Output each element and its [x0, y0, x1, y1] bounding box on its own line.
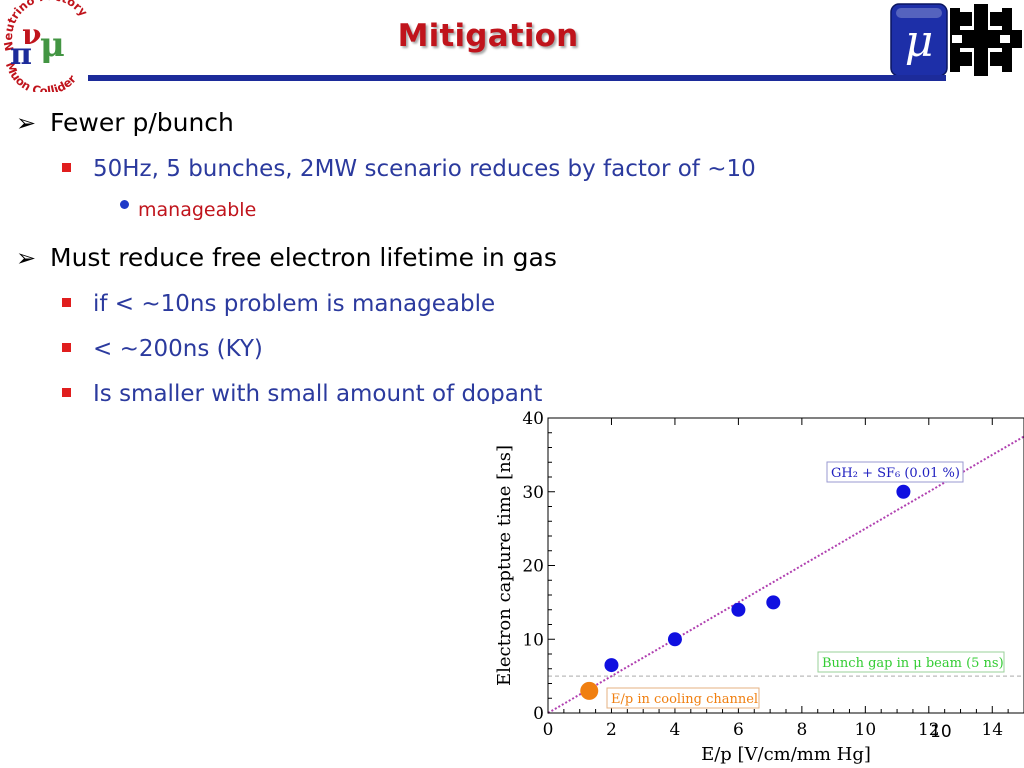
- gh2-data-point: [604, 658, 619, 673]
- bullet-level2-200ns: < ~200ns (KY): [62, 336, 263, 362]
- bullet-text: Is smaller with small amount of dopant: [93, 381, 543, 407]
- page-number: 10: [930, 722, 952, 742]
- plot-frame: [547, 417, 1024, 714]
- title-underline: [88, 75, 946, 81]
- dot-bullet-icon: [120, 199, 129, 209]
- bunch-gap-label-box: Bunch gap in μ beam (5 ns): [817, 651, 1005, 673]
- bullet-level1-reduce-lifetime: ➢ Must reduce free electron lifetime in …: [16, 243, 557, 272]
- x-tick-label: 12: [918, 720, 940, 740]
- bullet-level2-if-10ns: if < ~10ns problem is manageable: [62, 291, 495, 317]
- fermilab-icon: [950, 4, 1022, 76]
- logo-mu-glyph: μ: [40, 25, 65, 65]
- bullet-level3-manageable: manageable: [120, 199, 256, 221]
- mu-symbol: μ: [905, 16, 934, 67]
- y-tick-label: 20: [522, 557, 544, 577]
- gh2-data-point: [731, 602, 746, 617]
- bullet-level2-scenario: 50Hz, 5 bunches, 2MW scenario reduces by…: [62, 156, 756, 182]
- gh2-label: GH₂ + SF₆ (0.01 %): [831, 466, 960, 481]
- logo-nu-glyph: ν: [22, 18, 41, 51]
- bullet-text: Must reduce free electron lifetime in ga…: [50, 243, 557, 272]
- neutrino-factory-logo: Neutrino Factory Muon Collider ν μ π: [1, 0, 91, 92]
- square-bullet-icon: [62, 342, 71, 352]
- cooling-channel-label: E/p in cooling channel: [611, 692, 758, 707]
- x-tick-label: 2: [606, 720, 617, 740]
- y-tick-label: 30: [522, 483, 544, 503]
- bullet-text: manageable: [138, 199, 257, 221]
- bunch-gap-label: Bunch gap in μ beam (5 ns): [822, 656, 1004, 671]
- x-tick-label: 0: [543, 720, 554, 740]
- logo-pi-glyph: π: [10, 37, 32, 72]
- square-bullet-icon: [62, 162, 71, 172]
- square-bullet-icon: [62, 387, 71, 397]
- muon-fermilab-logo: μ: [890, 3, 1022, 77]
- bullet-text: 50Hz, 5 bunches, 2MW scenario reduces by…: [93, 156, 756, 182]
- gh2-data-point: [667, 632, 682, 647]
- cooling-channel-point: [580, 681, 599, 700]
- x-tick-label: 4: [670, 720, 681, 740]
- bullet-level2-dopant: Is smaller with small amount of dopant: [62, 381, 542, 407]
- bullet-text: if < ~10ns problem is manageable: [93, 291, 496, 317]
- y-tick-label: 0: [533, 704, 544, 724]
- gh2-data-point: [766, 595, 781, 610]
- arrow-bullet-icon: ➢: [16, 108, 37, 137]
- x-tick-label: 6: [733, 720, 744, 740]
- x-tick-label: 10: [855, 720, 877, 740]
- y-axis-label: Electron capture time [ns]: [494, 445, 515, 686]
- x-tick-label: 14: [981, 720, 1003, 740]
- y-tick-label: 10: [522, 630, 544, 650]
- bullet-level1-fewer-p-bunch: ➢ Fewer p/bunch: [16, 108, 234, 137]
- y-tick-label: 40: [522, 409, 544, 429]
- arrow-bullet-icon: ➢: [16, 243, 37, 272]
- gh2-data-point: [896, 484, 911, 499]
- cooling-channel-label-box: E/p in cooling channel: [606, 687, 760, 709]
- bullet-text: < ~200ns (KY): [93, 336, 263, 362]
- gh2-legend-box: GH₂ + SF₆ (0.01 %): [826, 461, 964, 483]
- square-bullet-icon: [62, 297, 71, 307]
- x-tick-label: 8: [796, 720, 807, 740]
- x-axis-label: E/p [V/cm/mm Hg]: [701, 744, 871, 765]
- slide-title: Mitigation: [397, 18, 579, 54]
- bullet-text: Fewer p/bunch: [50, 108, 234, 137]
